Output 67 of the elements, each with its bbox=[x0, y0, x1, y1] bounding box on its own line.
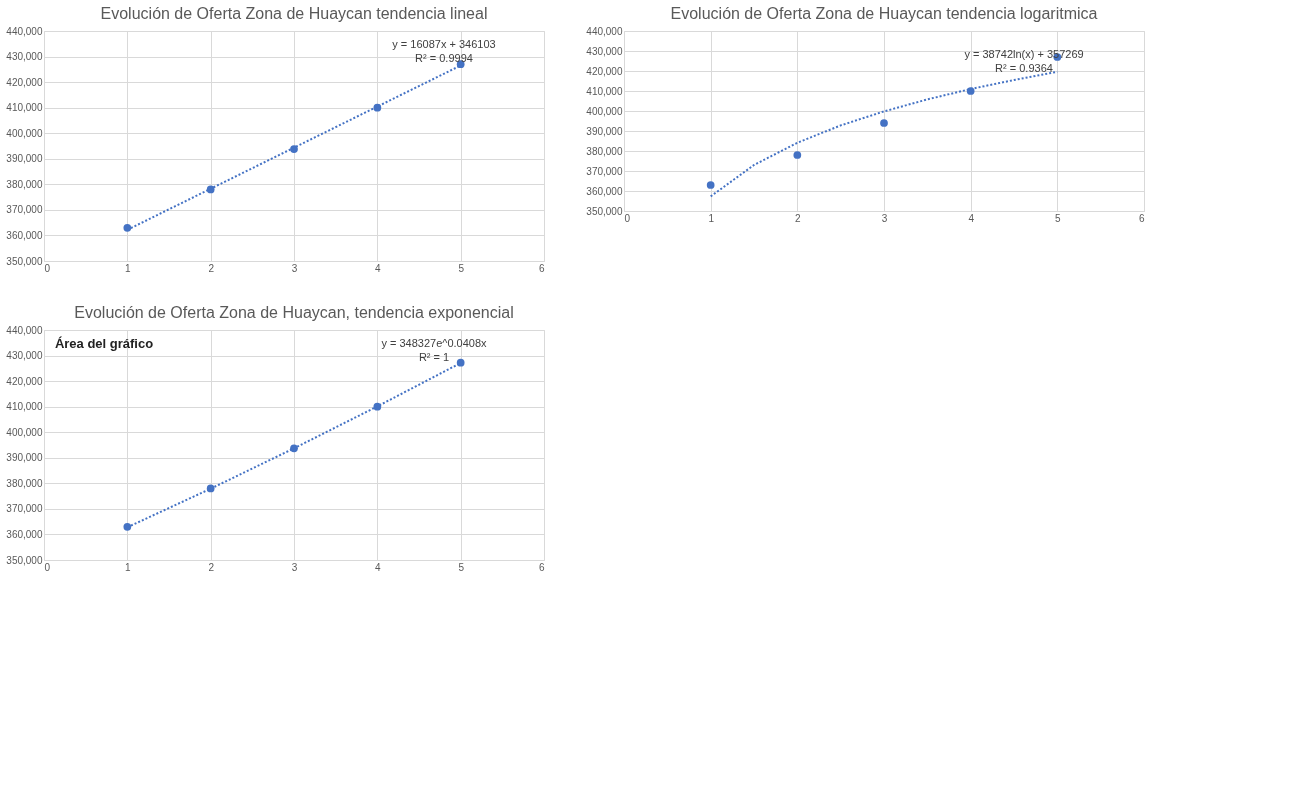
y-tick-label: 390,000 bbox=[6, 452, 43, 464]
y-tick-label: 370,000 bbox=[6, 503, 43, 515]
y-tick-label: 380,000 bbox=[6, 178, 43, 190]
y-tick-label: 420,000 bbox=[6, 375, 43, 387]
y-tick-label: 410,000 bbox=[6, 102, 43, 114]
x-tick-label: 1 bbox=[708, 212, 715, 224]
x-tick-label: 2 bbox=[795, 212, 802, 224]
x-tick-label: 0 bbox=[44, 262, 51, 274]
point bbox=[880, 119, 888, 127]
y-tick-label: 390,000 bbox=[586, 125, 623, 137]
y-tick-label: 440,000 bbox=[6, 25, 43, 37]
x-tick-label: 3 bbox=[881, 212, 888, 224]
y-tick-label: 360,000 bbox=[6, 528, 43, 540]
y-tick-label: 350,000 bbox=[6, 554, 43, 566]
annotation: R² = 1 bbox=[418, 351, 450, 363]
point bbox=[290, 145, 298, 153]
y-tick-label: 440,000 bbox=[586, 25, 623, 37]
x-tick-label: 0 bbox=[44, 561, 51, 573]
annotation: y = 348327e^0.0408x bbox=[381, 337, 488, 349]
y-tick-label: 350,000 bbox=[6, 255, 43, 267]
annotation: Área del gráfico bbox=[54, 336, 154, 351]
point bbox=[123, 522, 132, 531]
x-tick-label: 6 bbox=[538, 561, 545, 573]
x-tick-label: 5 bbox=[1055, 212, 1062, 224]
y-tick-label: 400,000 bbox=[586, 105, 623, 117]
y-tick-label: 420,000 bbox=[6, 76, 43, 88]
y-tick-label: 360,000 bbox=[6, 229, 43, 241]
y-tick-label: 430,000 bbox=[6, 350, 43, 362]
annotation: y = 16087x + 346103 bbox=[392, 38, 496, 50]
x-tick-label: 6 bbox=[538, 262, 545, 274]
y-tick-label: 410,000 bbox=[586, 85, 623, 97]
point bbox=[706, 181, 715, 189]
annotation: R² = 0.9364 bbox=[995, 62, 1053, 74]
y-tick-label: 380,000 bbox=[6, 477, 43, 489]
x-tick-label: 2 bbox=[208, 262, 215, 274]
x-tick-label: 1 bbox=[125, 262, 132, 274]
y-tick-label: 380,000 bbox=[586, 145, 623, 157]
annotation: y = 38742ln(x) + 357269 bbox=[964, 48, 1084, 60]
x-tick-label: 2 bbox=[208, 561, 215, 573]
x-tick-label: 4 bbox=[375, 262, 382, 274]
chart-title: Evolución de Oferta Zona de Huaycan, tendencia exponencial bbox=[74, 304, 514, 321]
y-tick-label: 420,000 bbox=[586, 65, 623, 77]
x-tick-label: 1 bbox=[125, 561, 132, 573]
y-tick-label: 430,000 bbox=[586, 45, 623, 57]
y-tick-label: 360,000 bbox=[586, 185, 623, 197]
y-tick-label: 410,000 bbox=[6, 401, 43, 413]
chart-title: Evolución de Oferta Zona de Huaycan tendencia logaritmica bbox=[670, 5, 1098, 22]
y-tick-label: 430,000 bbox=[6, 51, 43, 63]
y-tick-label: 440,000 bbox=[6, 324, 43, 336]
x-tick-label: 0 bbox=[624, 212, 631, 224]
x-tick-label: 4 bbox=[968, 212, 975, 224]
point bbox=[793, 151, 802, 159]
point bbox=[123, 223, 132, 232]
y-tick-label: 390,000 bbox=[6, 153, 43, 165]
x-tick-label: 5 bbox=[458, 262, 465, 274]
x-tick-label: 3 bbox=[291, 262, 298, 274]
chart-title: Evolución de Oferta Zona de Huaycan tendencia lineal bbox=[100, 5, 488, 22]
x-tick-label: 3 bbox=[291, 561, 298, 573]
y-tick-label: 400,000 bbox=[6, 127, 43, 139]
x-tick-label: 4 bbox=[375, 561, 382, 573]
x-tick-label: 5 bbox=[458, 561, 465, 573]
x-tick-label: 6 bbox=[1138, 212, 1145, 224]
y-tick-label: 350,000 bbox=[586, 205, 623, 217]
y-tick-label: 370,000 bbox=[586, 165, 623, 177]
annotation: R² = 0.9994 bbox=[415, 52, 473, 64]
y-tick-label: 370,000 bbox=[6, 204, 43, 216]
y-tick-label: 400,000 bbox=[6, 426, 43, 438]
